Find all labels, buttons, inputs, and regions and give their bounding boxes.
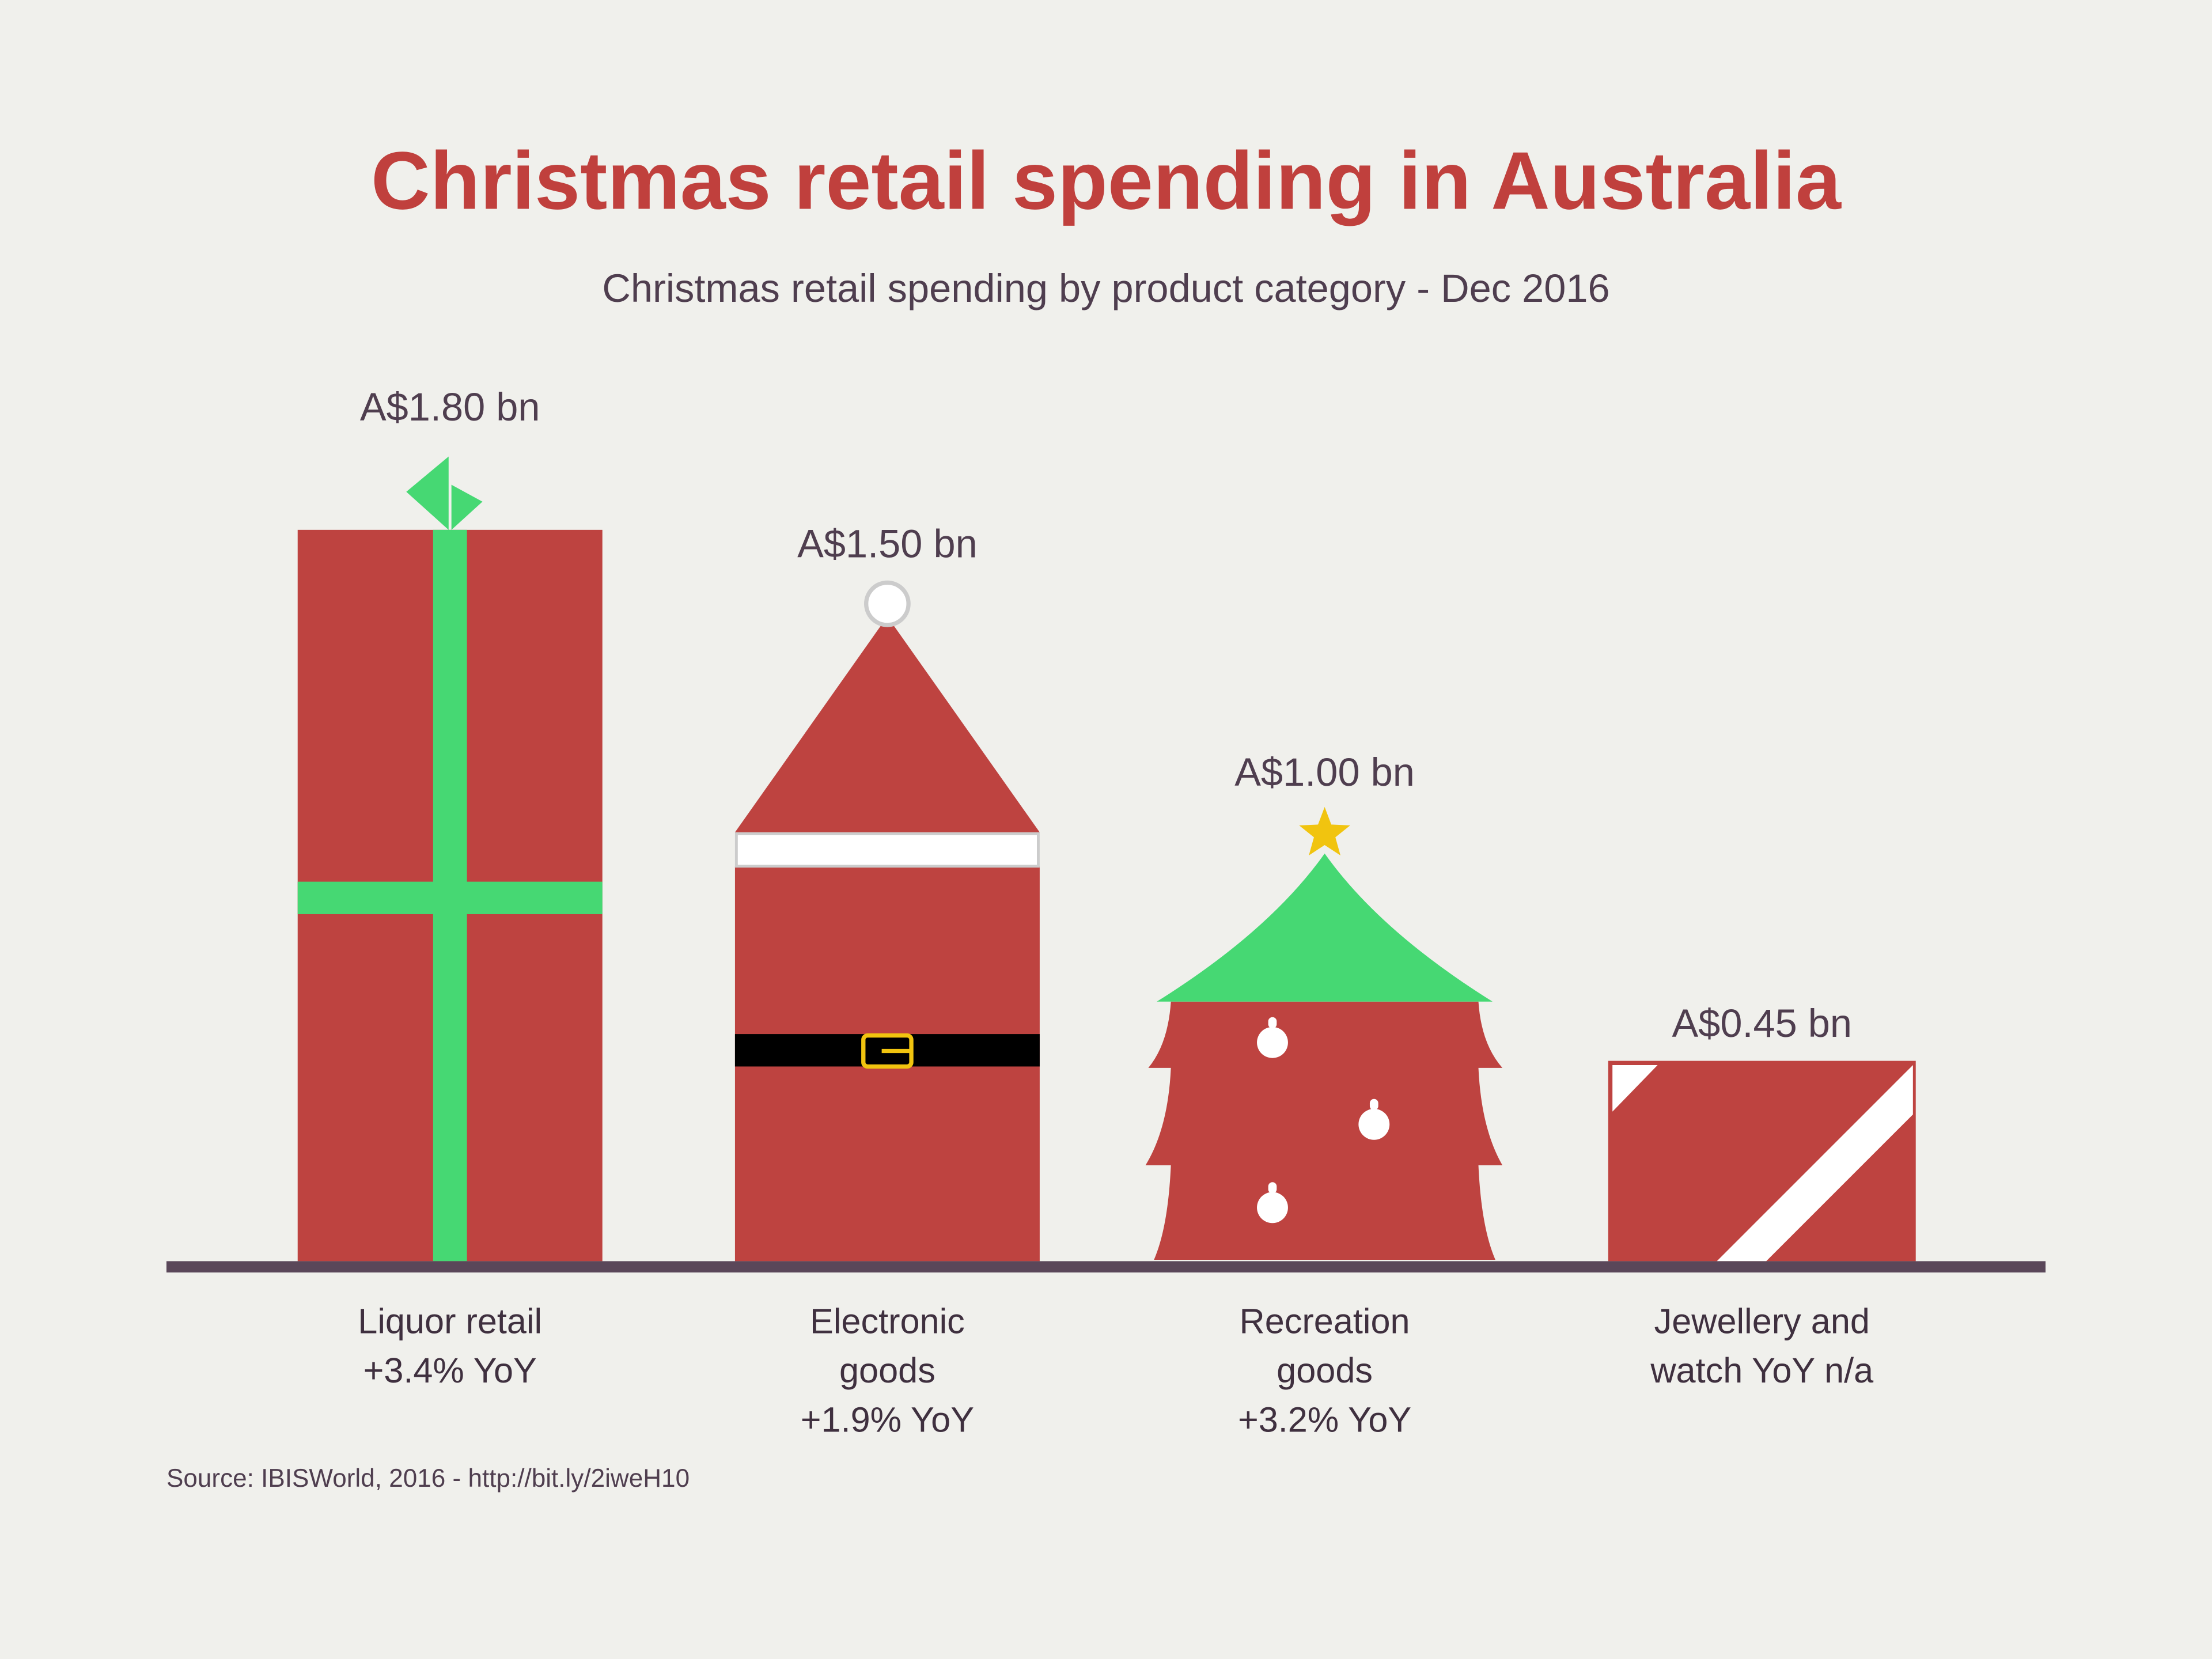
ornament bbox=[1257, 1192, 1288, 1224]
chart-subtitle: Christmas retail spending by product cat… bbox=[602, 266, 1609, 310]
ornament-cap bbox=[1268, 1182, 1277, 1194]
category-label: watch YoY n/a bbox=[1650, 1351, 1874, 1390]
category-label: +1.9% YoY bbox=[801, 1400, 974, 1440]
category-label: goods bbox=[839, 1351, 935, 1390]
bar-electronic-goods bbox=[734, 580, 1040, 1262]
category-label: goods bbox=[1277, 1351, 1373, 1390]
bow-right bbox=[451, 484, 483, 530]
star-icon bbox=[1299, 806, 1350, 856]
ribbon-horizontal bbox=[297, 881, 603, 914]
tree-body bbox=[1145, 1001, 1503, 1260]
category-label: +3.2% YoY bbox=[1238, 1400, 1411, 1440]
ornament-cap bbox=[1268, 1017, 1277, 1029]
ornament-cap bbox=[1369, 1099, 1378, 1111]
bar-jewellery-and-watch bbox=[1608, 1060, 1916, 1262]
bar-liquor-retail bbox=[297, 456, 603, 1262]
ornament bbox=[1358, 1108, 1390, 1140]
value-label: A$1.00 bn bbox=[1234, 750, 1415, 794]
ornament bbox=[1257, 1027, 1288, 1058]
category-label: Electronic bbox=[810, 1301, 965, 1340]
tree-top bbox=[1157, 853, 1493, 1002]
chart-title: Christmas retail spending in Australia bbox=[371, 135, 1842, 226]
value-label: A$1.50 bn bbox=[797, 521, 978, 566]
category-label: +3.4% YoY bbox=[363, 1351, 537, 1390]
pompom bbox=[864, 580, 911, 627]
belt-buckle bbox=[861, 1033, 914, 1069]
source-note: Source: IBISWorld, 2016 - http://bit.ly/… bbox=[166, 1464, 690, 1493]
category-label: Recreation bbox=[1240, 1301, 1410, 1340]
wrap-stripe-corner bbox=[1612, 1065, 1658, 1112]
category-label: Liquor retail bbox=[358, 1301, 542, 1340]
value-label: A$1.80 bn bbox=[360, 385, 540, 429]
bow-left bbox=[406, 456, 449, 530]
x-axis-line bbox=[166, 1261, 2046, 1272]
bar-recreation-goods bbox=[1145, 806, 1503, 1260]
santa-hat bbox=[734, 616, 1040, 832]
value-label: A$0.45 bn bbox=[1672, 1001, 1852, 1046]
category-label: Jewellery and bbox=[1654, 1301, 1870, 1340]
hat-trim bbox=[734, 832, 1040, 868]
